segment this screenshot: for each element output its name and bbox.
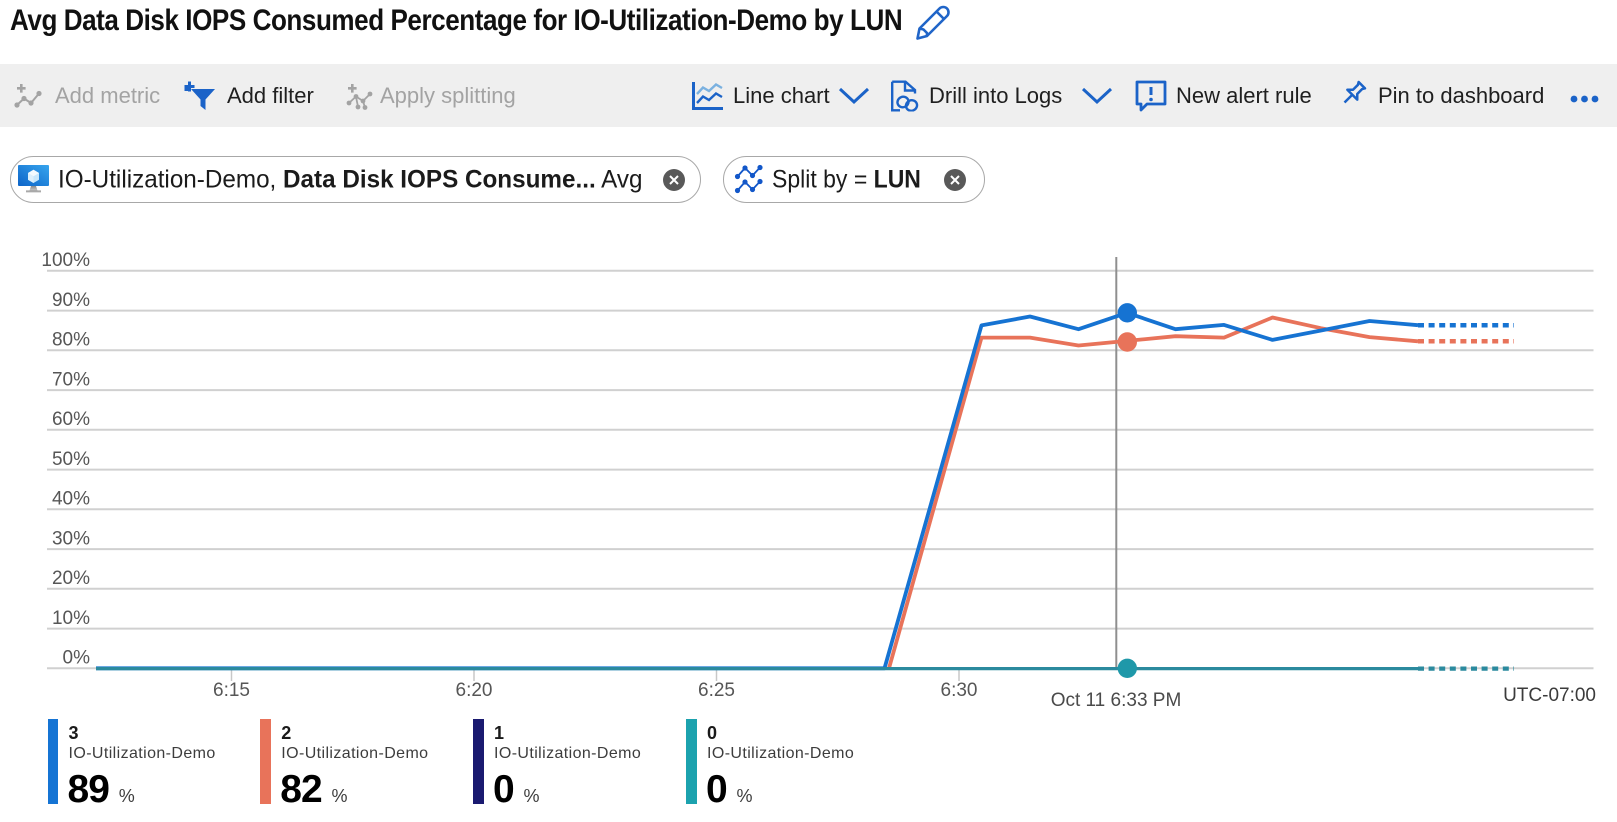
svg-text:60%: 60%	[52, 409, 90, 430]
svg-text:80%: 80%	[52, 330, 90, 351]
svg-text:90%: 90%	[52, 290, 90, 311]
svg-text:6:25: 6:25	[698, 680, 735, 701]
svg-text:20%: 20%	[52, 568, 90, 589]
svg-text:6:20: 6:20	[456, 680, 493, 701]
svg-text:0%: 0%	[63, 648, 91, 669]
svg-text:30%: 30%	[52, 528, 90, 549]
svg-text:10%: 10%	[52, 608, 90, 629]
svg-text:40%: 40%	[52, 489, 90, 510]
svg-text:100%: 100%	[41, 250, 90, 271]
svg-text:Oct 11 6:33 PM: Oct 11 6:33 PM	[1051, 690, 1182, 711]
svg-text:UTC-07:00: UTC-07:00	[1503, 685, 1596, 706]
svg-text:6:30: 6:30	[941, 680, 978, 701]
svg-text:50%: 50%	[52, 449, 90, 470]
svg-text:6:15: 6:15	[213, 680, 250, 701]
svg-text:70%: 70%	[52, 369, 90, 390]
